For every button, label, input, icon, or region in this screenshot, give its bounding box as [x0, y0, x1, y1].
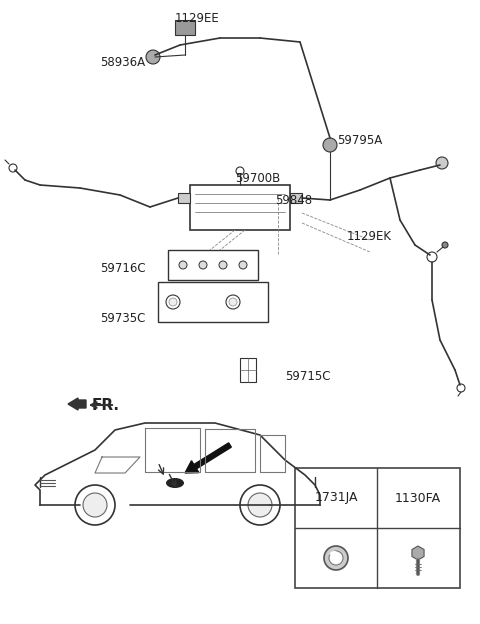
Bar [158, 282, 268, 322]
Circle shape [169, 298, 177, 306]
Circle shape [329, 551, 343, 565]
Text: 1129EE: 1129EE [175, 11, 220, 24]
FancyArrow shape [185, 443, 231, 473]
Bar [290, 193, 302, 203]
Text: 1130FA: 1130FA [395, 492, 441, 504]
Circle shape [219, 261, 227, 269]
Text: FR.: FR. [92, 397, 120, 412]
Text: 59735C: 59735C [100, 311, 145, 324]
Bar [295, 468, 460, 588]
Polygon shape [412, 546, 424, 560]
Text: 59700B: 59700B [235, 172, 280, 185]
FancyArrow shape [68, 398, 86, 410]
Ellipse shape [166, 478, 184, 488]
Circle shape [324, 546, 348, 570]
Bar [240, 358, 256, 382]
Text: 1129EK: 1129EK [347, 230, 392, 243]
Circle shape [442, 242, 448, 248]
Circle shape [75, 485, 115, 525]
Bar [190, 185, 290, 230]
Circle shape [9, 164, 17, 172]
Circle shape [248, 493, 272, 517]
Text: 59795A: 59795A [337, 134, 382, 147]
Text: 58936A: 58936A [100, 56, 145, 69]
Circle shape [240, 485, 280, 525]
Circle shape [457, 384, 465, 392]
Circle shape [239, 261, 247, 269]
Circle shape [199, 261, 207, 269]
Circle shape [323, 138, 337, 152]
Text: 59848: 59848 [275, 193, 312, 207]
Text: 59715C: 59715C [285, 371, 331, 384]
Bar [178, 193, 190, 203]
Circle shape [427, 252, 437, 262]
Circle shape [146, 50, 160, 64]
Circle shape [236, 167, 244, 175]
Bar [168, 250, 258, 280]
Circle shape [83, 493, 107, 517]
Circle shape [179, 261, 187, 269]
Circle shape [226, 295, 240, 309]
Circle shape [436, 157, 448, 169]
Circle shape [166, 295, 180, 309]
Text: 1731JA: 1731JA [314, 492, 358, 504]
Text: 59716C: 59716C [100, 261, 145, 275]
Bar [175, 20, 195, 35]
Circle shape [229, 298, 237, 306]
